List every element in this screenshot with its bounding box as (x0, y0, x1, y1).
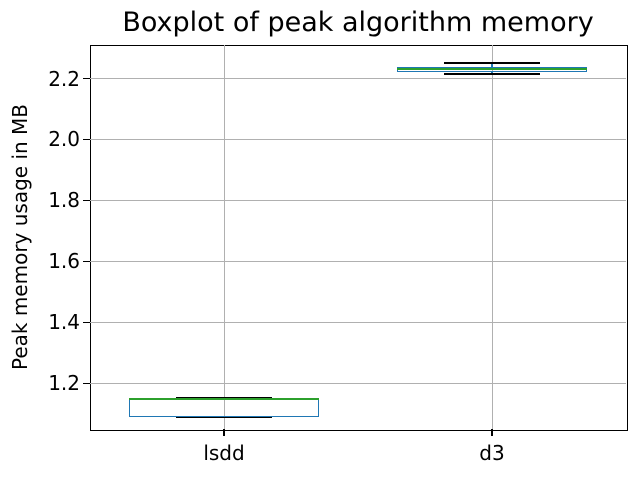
y-tick-mark (83, 321, 90, 324)
upper-cap (444, 61, 540, 64)
box-lsdd (129, 399, 319, 417)
y-tick-mark (83, 382, 90, 385)
x-tick-label: d3 (479, 441, 505, 465)
y-tick-mark (83, 199, 90, 202)
lower-cap (444, 72, 540, 75)
y-tick-mark (83, 77, 90, 80)
median-d3 (397, 68, 587, 71)
x-tick-mark (491, 429, 493, 436)
y-tick-label: 2.2 (48, 66, 80, 91)
upper-cap (176, 396, 272, 399)
lower-cap (176, 415, 272, 418)
y-gridline (90, 321, 626, 323)
y-gridline (90, 382, 626, 384)
x-gridline (223, 45, 225, 429)
y-tick-label: 1.6 (48, 249, 80, 274)
y-gridline (90, 199, 626, 201)
x-tick-label: lsdd (203, 441, 245, 465)
y-tick-label: 1.8 (48, 188, 80, 213)
x-gridline (491, 45, 493, 429)
x-tick-mark (223, 429, 225, 436)
y-tick-label: 1.2 (48, 371, 80, 396)
y-tick-mark (83, 138, 90, 141)
median-lsdd (129, 398, 319, 401)
y-gridline (90, 138, 626, 140)
y-tick-mark (83, 260, 90, 263)
upper-whisker (491, 62, 493, 67)
chart-title: Boxplot of peak algorithm memory (122, 7, 594, 38)
y-tick-label: 1.4 (48, 310, 80, 335)
y-tick-label: 2.0 (48, 127, 80, 152)
y-gridline (90, 260, 626, 262)
plot-area (90, 45, 628, 431)
y-gridline (90, 78, 626, 80)
